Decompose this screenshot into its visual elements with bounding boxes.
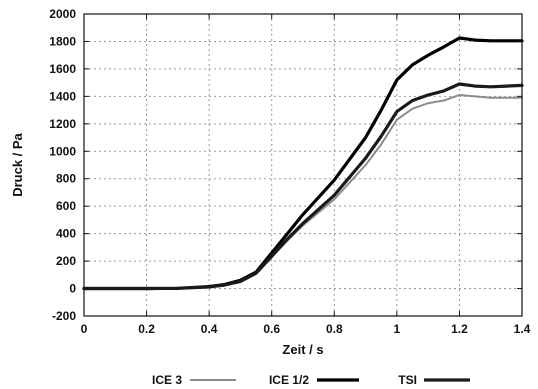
x-tick-label: 1 [394,322,401,336]
y-tick-label: 1400 [49,89,76,103]
y-tick-label: 1800 [49,34,76,48]
series-line-1 [84,38,522,289]
series-line-2 [84,84,522,289]
y-tick-label: 1200 [49,117,76,131]
y-tick-label: 1000 [49,144,76,158]
x-tick-label: 0 [81,322,88,336]
x-tick-label: 0.8 [326,322,343,336]
y-axis-label: Druck / Pa [10,132,25,196]
legend-label: ICE 1/2 [269,373,309,387]
x-tick-label: 0.2 [138,322,155,336]
y-tick-label: 0 [69,282,76,296]
y-tick-label: 400 [56,227,76,241]
series-lines [84,38,522,289]
x-tick-label: 1.4 [514,322,531,336]
x-tick-label: 0.6 [263,322,280,336]
grid [84,14,522,316]
y-tick-label: 1600 [49,62,76,76]
y-axis-ticks: -200 0 200 400 600 800 1000 1200 1400 1600 1800 200… [49,7,522,323]
y-tick-label: 800 [56,172,76,186]
legend-label: ICE 3 [152,373,182,387]
y-tick-label: 600 [56,199,76,213]
x-tick-label: 1.2 [451,322,468,336]
legend: ICE 3 ICE 1/2 TSI [152,373,470,387]
y-tick-label: 200 [56,254,76,268]
y-tick-label: -200 [52,309,76,323]
y-tick-label: 2000 [49,7,76,21]
plot-frame [84,14,522,316]
x-axis-label: Zeit / s [282,342,323,357]
legend-label: TSI [398,373,417,387]
x-tick-label: 0.4 [201,322,218,336]
